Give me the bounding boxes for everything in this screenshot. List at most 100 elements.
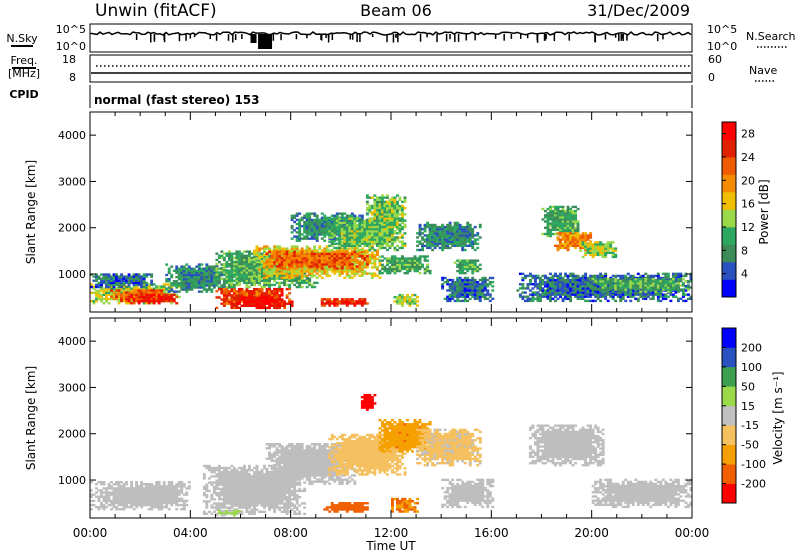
heatmap-cell xyxy=(551,214,555,217)
heatmap-cell xyxy=(298,220,302,224)
heatmap-cell xyxy=(245,296,249,299)
heatmap-cell xyxy=(165,273,169,277)
heatmap-cell xyxy=(295,227,299,230)
heatmap-cell xyxy=(195,271,199,275)
heatmap-cell xyxy=(338,270,342,273)
heatmap-cell xyxy=(145,273,149,276)
heatmap-cell xyxy=(325,252,329,256)
heatmap-cell xyxy=(411,302,414,305)
heatmap-cell xyxy=(536,274,540,278)
heatmap-cell xyxy=(561,234,565,237)
heatmap-cell xyxy=(102,279,106,282)
heatmap-cell xyxy=(463,248,467,252)
heatmap-cell xyxy=(383,202,387,206)
heatmap-cell xyxy=(275,298,279,301)
heatmap-cell xyxy=(253,249,256,252)
heatmap-cell xyxy=(232,306,236,310)
heatmap-cell xyxy=(310,231,314,234)
heatmap-cell xyxy=(426,236,430,239)
heatmap-cell xyxy=(182,267,186,270)
heatmap-cell xyxy=(270,296,274,299)
heatmap-cell xyxy=(380,202,384,206)
heatmap-cell xyxy=(120,289,124,292)
heatmap-cell xyxy=(468,287,472,290)
heatmap-cell xyxy=(333,272,337,275)
heatmap-cell xyxy=(303,214,307,217)
freq-panel: Freq. [MHz] 18 8 60 0 Nave xyxy=(8,53,778,84)
heatmap-cell xyxy=(340,244,344,248)
heatmap-cell xyxy=(232,298,236,301)
heatmap-cell xyxy=(559,224,562,227)
heatmap-cell xyxy=(147,287,151,290)
heatmap-cell xyxy=(180,267,184,270)
heatmap-cell xyxy=(348,302,352,305)
heatmap-cell xyxy=(320,256,324,260)
heatmap-cell xyxy=(318,218,322,222)
heatmap-cell xyxy=(401,236,404,239)
heatmap-cell xyxy=(308,233,312,236)
heatmap-cell xyxy=(255,300,259,303)
heatmap-cell xyxy=(569,293,572,296)
heatmap-cell xyxy=(217,267,221,270)
heatmap-cell xyxy=(433,223,437,227)
heatmap-cell xyxy=(385,200,389,204)
heatmap-cell xyxy=(476,242,480,245)
heatmap-cell xyxy=(556,228,560,232)
heatmap-cell xyxy=(416,304,419,307)
heatmap-cell xyxy=(92,302,96,305)
heatmap-cell xyxy=(195,269,199,273)
heatmap-cell xyxy=(448,289,452,292)
heatmap-cell xyxy=(431,230,435,233)
heatmap-cell xyxy=(483,285,487,288)
heatmap-cell xyxy=(283,265,287,268)
heatmap-cell xyxy=(263,266,266,269)
heatmap-cell xyxy=(463,285,467,288)
heatmap-cell xyxy=(225,280,229,283)
heatmap-cell xyxy=(391,255,394,258)
heatmap-cell xyxy=(285,272,289,275)
heatmap-cell xyxy=(473,242,477,245)
heatmap-cell xyxy=(591,289,595,292)
heatmap-cell xyxy=(363,236,367,239)
heatmap-cell xyxy=(175,293,179,297)
heatmap-cell xyxy=(441,276,445,280)
heatmap-cell xyxy=(353,225,357,229)
heatmap-cell xyxy=(468,293,472,296)
heatmap-cell xyxy=(187,269,191,273)
heatmap-cell xyxy=(355,268,359,271)
heatmap-cell xyxy=(365,223,369,227)
heatmap-cell xyxy=(541,278,545,282)
heatmap-cell xyxy=(591,280,595,284)
heatmap-cell xyxy=(473,295,477,298)
heatmap-cell xyxy=(182,284,186,287)
heatmap-cell xyxy=(142,279,146,282)
heatmap-cell xyxy=(343,270,347,273)
heatmap-cell xyxy=(293,235,297,238)
cpid-panel: CPID normal (fast stereo) 153 xyxy=(9,85,693,108)
heatmap-cell xyxy=(313,258,317,262)
heatmap-cell xyxy=(162,293,166,296)
heatmap-cell xyxy=(556,293,560,296)
heatmap-cell xyxy=(280,276,284,279)
heatmap-cell xyxy=(536,276,540,280)
heatmap-cell xyxy=(245,292,249,295)
heatmap-cell xyxy=(278,306,282,310)
heatmap-cell xyxy=(120,275,124,278)
heatmap-cell xyxy=(345,267,349,270)
heatmap-cell xyxy=(383,221,387,224)
heatmap-cell xyxy=(586,276,590,280)
heatmap-cell xyxy=(546,230,550,234)
heatmap-cell xyxy=(463,287,467,290)
heatmap-cell xyxy=(300,237,304,240)
heatmap-cell xyxy=(566,242,570,245)
heatmap-cell xyxy=(375,217,379,220)
heatmap-cell xyxy=(589,249,593,252)
heatmap-cell xyxy=(325,266,329,269)
heatmap-cell xyxy=(310,258,314,262)
heatmap-cell xyxy=(212,275,216,279)
heatmap-cell xyxy=(380,240,384,243)
heatmap-cell xyxy=(358,302,362,305)
heatmap-cell xyxy=(225,294,229,297)
heatmap-cell xyxy=(360,221,364,225)
heatmap-cell xyxy=(345,263,349,266)
